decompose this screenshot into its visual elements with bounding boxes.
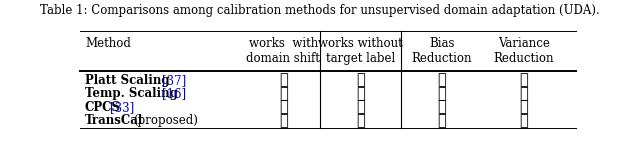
Text: ✗: ✗ bbox=[520, 73, 528, 87]
Text: ✗: ✗ bbox=[520, 87, 528, 101]
Text: [33]: [33] bbox=[110, 101, 134, 114]
Text: ✗: ✗ bbox=[438, 73, 447, 87]
Text: Platt Scaling: Platt Scaling bbox=[85, 74, 170, 87]
Text: [16]: [16] bbox=[161, 87, 186, 100]
Text: ✓: ✓ bbox=[279, 100, 288, 114]
Text: ✓: ✓ bbox=[520, 114, 528, 128]
Text: ✓: ✓ bbox=[438, 114, 447, 128]
Text: ✗: ✗ bbox=[438, 87, 447, 101]
Text: TransCal: TransCal bbox=[85, 114, 143, 127]
Text: Variance
Reduction: Variance Reduction bbox=[493, 37, 554, 65]
Text: Table 1: Comparisons among calibration methods for unsupervised domain adaptatio: Table 1: Comparisons among calibration m… bbox=[40, 4, 600, 17]
Text: CPCS: CPCS bbox=[85, 101, 121, 114]
Text: ✓: ✓ bbox=[356, 100, 365, 114]
Text: [37]: [37] bbox=[161, 74, 186, 87]
Text: ✓: ✓ bbox=[356, 114, 365, 128]
Text: ✓: ✓ bbox=[279, 114, 288, 128]
Text: ✗: ✗ bbox=[438, 100, 447, 114]
Text: works without
target label: works without target label bbox=[318, 37, 403, 65]
Text: ✗: ✗ bbox=[356, 73, 365, 87]
Text: ✗: ✗ bbox=[356, 87, 365, 101]
Text: Bias
Reduction: Bias Reduction bbox=[412, 37, 472, 65]
Text: (proposed): (proposed) bbox=[133, 114, 198, 127]
Text: ✗: ✗ bbox=[279, 87, 288, 101]
Text: ✗: ✗ bbox=[279, 73, 288, 87]
Text: works  with
domain shift: works with domain shift bbox=[246, 37, 320, 65]
Text: Temp. Scaling: Temp. Scaling bbox=[85, 87, 178, 100]
Text: ✗: ✗ bbox=[520, 100, 528, 114]
Text: Method: Method bbox=[85, 37, 131, 50]
